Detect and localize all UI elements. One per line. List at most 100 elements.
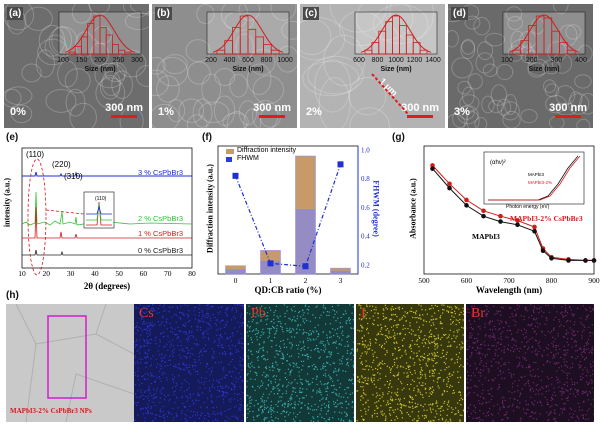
panel-e: (e) (110) (110) (220) (310) 3 % CsPbBr3 … xyxy=(0,132,200,297)
xrd-frame xyxy=(21,147,193,269)
sem-percent: 0% xyxy=(10,106,26,118)
hist-fit xyxy=(508,14,580,53)
hist-tick: 200 xyxy=(205,57,217,64)
hist-tick: 1000 xyxy=(388,57,404,64)
xrd-ylabel: intensity (a.u.) xyxy=(2,177,12,228)
scale-bar: 300 nm xyxy=(549,102,587,118)
inset-xlabel: Photon energy (eV) xyxy=(506,204,550,210)
fwhm-ytick: 1.0 xyxy=(361,147,370,155)
xrd-chart: (110) xyxy=(21,147,193,276)
abs-point xyxy=(540,248,546,254)
xrd-series-0 xyxy=(22,249,192,256)
hist-xlabel: Size (nm) xyxy=(84,66,115,73)
hist-tick: 1400 xyxy=(425,57,441,64)
abs-point xyxy=(430,166,435,171)
abs-xtick: 800 xyxy=(545,276,558,285)
hist-bar xyxy=(419,49,428,55)
sem-panel-2: 600 800 1000 1200 1400 Size (nm) (c) 2% 300 nm 1 … xyxy=(300,4,445,128)
abs-point xyxy=(549,255,554,261)
xrd-xtick: 10 xyxy=(18,269,26,278)
xrd-xtick: 70 xyxy=(163,269,172,278)
series-label-1: 1 % CsPbBr3 xyxy=(138,229,184,238)
fwhm-xtick: 1 xyxy=(268,276,273,285)
hist-tick: 150 xyxy=(76,57,88,64)
fwhm-ylabel-left: Diffraction intensity (a.u.) xyxy=(205,164,215,253)
fwhm-chart: 0.2 0.4 0.6 0.8 1.0 xyxy=(217,145,370,275)
sem-panel-label: (d) xyxy=(451,7,468,20)
hist-tick: 200 xyxy=(526,57,538,64)
hist-tick: 100 xyxy=(501,57,513,64)
hist-tick: 400 xyxy=(575,57,587,64)
xrd-xtick: 30 xyxy=(66,269,75,278)
legend-intensity: Diffraction intensity xyxy=(237,147,297,154)
hist-tick: 400 xyxy=(224,57,236,64)
size-histogram: 100 150 200 250 300 Size (nm) xyxy=(57,11,143,73)
sem-panel-label: (a) xyxy=(7,7,24,20)
inset-legend-0: MAPbI3 xyxy=(528,172,545,177)
sem-panel-3: 100 200 300 400 Size (nm) (d) 3% 300 nm xyxy=(448,4,593,128)
hist-tick: 200 xyxy=(94,57,106,64)
series-label-2: 2 % CsPbBr3 xyxy=(138,214,184,223)
size-histogram: 100 200 300 400 Size (nm) xyxy=(501,11,587,73)
peak-ellipse xyxy=(27,158,47,276)
hist-tick: 600 xyxy=(353,57,365,64)
abs-point xyxy=(515,222,520,228)
panel-g: (g) (αhν)² Photon energy (eV) MAPbI3 MAP… xyxy=(388,132,600,297)
abs-point xyxy=(532,228,537,234)
abs-point xyxy=(464,197,469,203)
abs-line xyxy=(432,168,594,261)
sem-panel-1: 200 400 600 800 1000 Size (nm) (b) 1% 300 nm xyxy=(152,4,297,128)
fwhm-ylabel-right: FHWM (degree) xyxy=(371,180,381,237)
xrd-xtick: 50 xyxy=(115,269,123,278)
hist-bar xyxy=(566,49,576,55)
peak-110: (110) xyxy=(26,150,45,159)
panel-g-label: (g) xyxy=(392,132,405,143)
abs-point xyxy=(515,218,520,223)
hist-fit xyxy=(360,14,432,53)
abs-point xyxy=(447,181,452,187)
hist-fit xyxy=(64,14,136,53)
hist-tick: 800 xyxy=(372,57,384,64)
hist-tick: 1000 xyxy=(277,57,293,64)
abs-point xyxy=(591,258,597,263)
eds-map-cs: Cs xyxy=(134,304,244,422)
curve-label-2pct: MAPbI3-2% CsPbBr3 xyxy=(510,214,583,223)
fwhm-xtick: 0 xyxy=(233,276,238,285)
eds-map-br: Br xyxy=(466,304,594,422)
abs-point xyxy=(532,224,537,230)
fwhm-xtick: 3 xyxy=(338,276,343,285)
eds-element-label: I xyxy=(361,306,366,321)
abs-xtick: 900 xyxy=(588,276,600,285)
curve-label-mapbi: MAPbI3 xyxy=(472,232,500,241)
abs-point xyxy=(498,219,503,224)
hist-xlabel: Size (nm) xyxy=(528,66,559,73)
peak-310: (310) xyxy=(64,172,83,181)
sem-percent: 3% xyxy=(454,106,470,118)
fwhm-line xyxy=(234,164,342,267)
hist-tick: 1200 xyxy=(407,57,423,64)
eds-map-pb: Pb xyxy=(246,304,354,422)
sem-panel-label: (b) xyxy=(155,7,172,20)
fwhm-ytick: 0.2 xyxy=(361,261,370,269)
inset-peak: (110) xyxy=(95,196,107,202)
hist-xlabel: Size (nm) xyxy=(232,66,263,73)
panel-e-label: (e) xyxy=(6,132,19,143)
sem-percent: 2% xyxy=(306,106,322,118)
xrd-xtick: 60 xyxy=(139,269,148,278)
peak-220: (220) xyxy=(52,160,71,169)
hist-tick: 300 xyxy=(131,57,143,64)
fwhm-point xyxy=(232,172,239,179)
abs-point xyxy=(447,185,452,191)
series-label-0: 0 % CsPbBr3 xyxy=(138,246,184,255)
abs-xtick: 500 xyxy=(418,276,430,285)
hist-bar xyxy=(270,49,280,55)
abs-inset xyxy=(483,151,585,205)
abs-xtick: 600 xyxy=(460,276,473,285)
fwhm-point xyxy=(302,263,309,270)
abs-point xyxy=(464,203,469,208)
panel-f-label: (f) xyxy=(202,132,212,143)
eds-sem-caption: MAPbI3-2% CsPbBr3 NPs xyxy=(10,407,92,415)
abs-chart xyxy=(423,145,597,275)
abs-point xyxy=(481,208,486,214)
hist-tick: 100 xyxy=(57,57,69,64)
